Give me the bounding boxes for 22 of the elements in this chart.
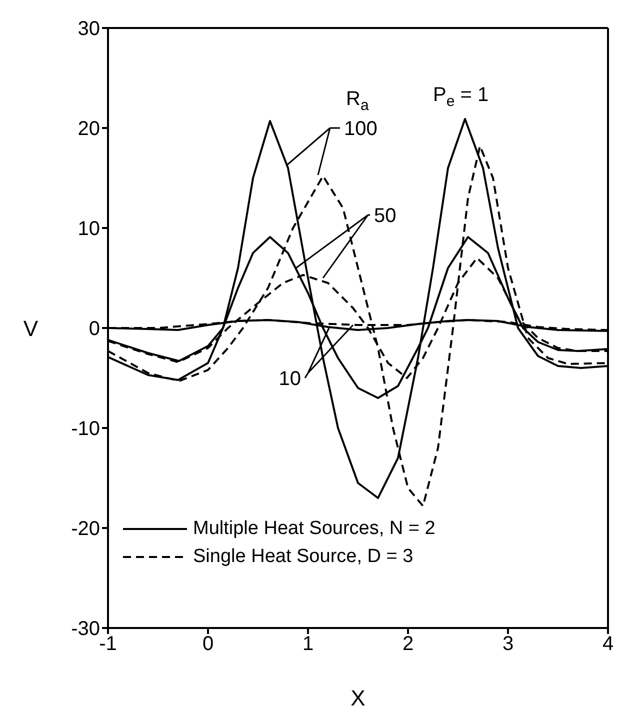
x-axis-title: X bbox=[350, 686, 366, 711]
y-tick-label: 20 bbox=[78, 118, 100, 140]
x-tick-label: 2 bbox=[402, 633, 414, 656]
annotation: P$_{e}$ = 1 bbox=[433, 84, 489, 110]
annotation: 10 bbox=[278, 368, 301, 390]
x-tick-label: 4 bbox=[602, 633, 614, 656]
y-tick-label: -10 bbox=[71, 418, 100, 440]
y-tick-label: -30 bbox=[71, 618, 100, 640]
y-axis-title: V bbox=[23, 316, 38, 341]
y-tick-label: 0 bbox=[88, 318, 100, 340]
y-tick-label: 10 bbox=[78, 218, 100, 240]
x-tick-label: 0 bbox=[202, 633, 214, 656]
annotation: 100 bbox=[344, 118, 378, 140]
x-tick-label: -1 bbox=[99, 633, 117, 656]
legend-label: Single Heat Source, D = 3 bbox=[193, 546, 414, 568]
y-tick-label: 30 bbox=[78, 18, 100, 40]
legend-label: Multiple Heat Sources, N = 2 bbox=[193, 518, 436, 540]
x-tick-label: 3 bbox=[502, 633, 514, 656]
annotation: 50 bbox=[374, 205, 396, 227]
y-tick-label: -20 bbox=[71, 518, 100, 540]
x-tick-label: 1 bbox=[302, 633, 314, 656]
annotation: R$_{a}$ bbox=[346, 88, 370, 114]
